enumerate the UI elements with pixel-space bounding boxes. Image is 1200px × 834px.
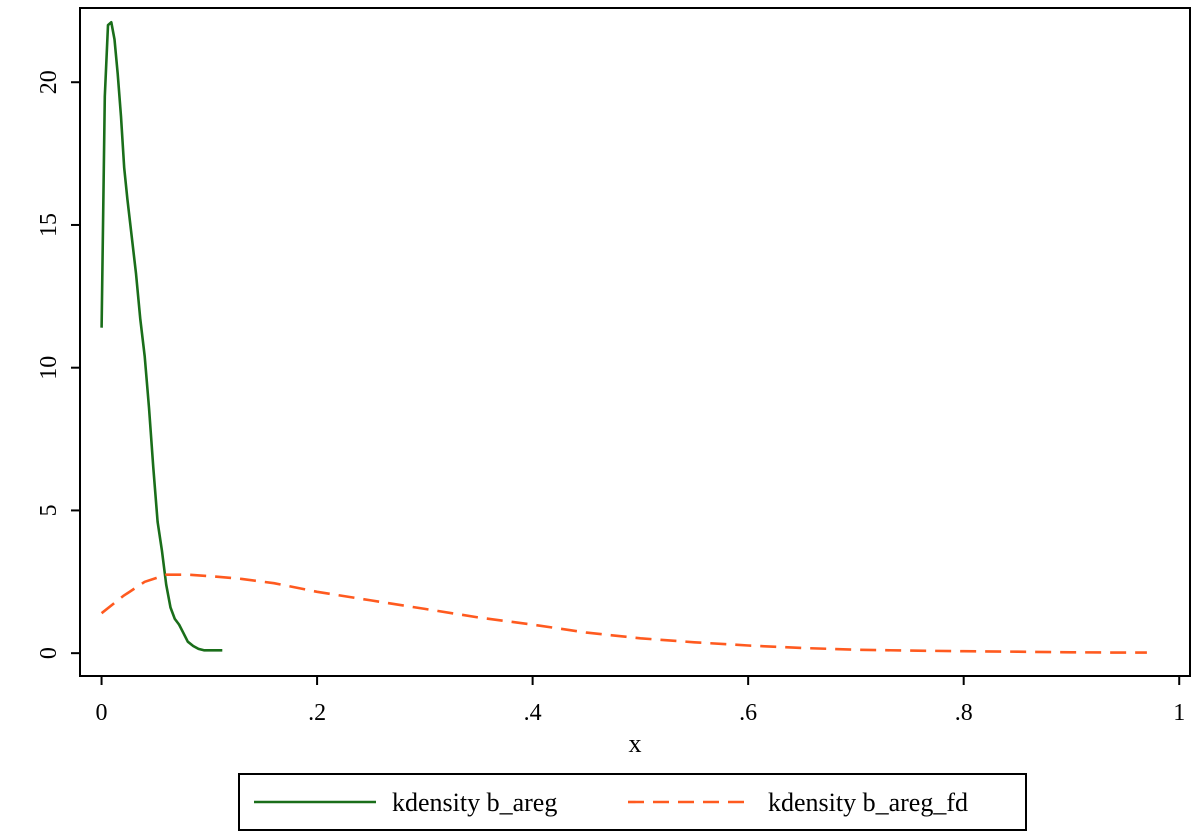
y-tick-label: 20: [36, 70, 62, 94]
y-tick-label: 0: [36, 647, 62, 659]
x-axis: 0 .2 .4 .6 .8 1: [96, 676, 1185, 726]
legend-label-1: kdensity b_areg: [392, 788, 557, 817]
x-tick-label: 1: [1173, 700, 1185, 726]
y-tick-label: 10: [36, 356, 62, 380]
x-axis-title: x: [629, 729, 642, 758]
x-tick-label: .4: [524, 700, 542, 726]
legend-label-2: kdensity b_areg_fd: [768, 788, 968, 817]
legend: kdensity b_areg kdensity b_areg_fd: [238, 773, 1027, 831]
series-layer: [100, 20, 1147, 654]
series-line-1: [100, 20, 223, 652]
x-tick-label: .8: [955, 700, 973, 726]
y-axis: 0 5 10 15 20: [36, 70, 80, 659]
x-tick-label: .2: [308, 700, 326, 726]
x-tick-label: 0: [96, 700, 108, 726]
x-tick-label: .6: [739, 700, 757, 726]
plot-frame: [79, 7, 1191, 677]
y-tick-label: 15: [36, 213, 62, 237]
plot-area: [79, 7, 1191, 677]
series-line-2: [100, 573, 1147, 654]
y-tick-label: 5: [36, 504, 62, 516]
